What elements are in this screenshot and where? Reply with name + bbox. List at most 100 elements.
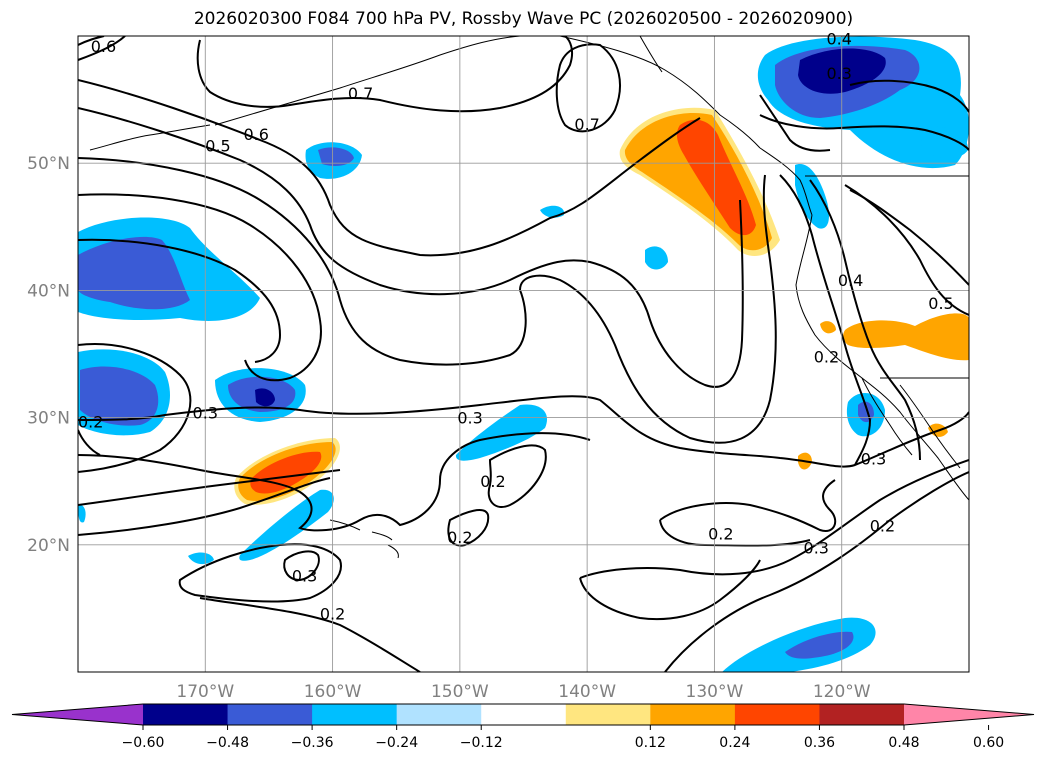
negative-anomaly-region: [255, 388, 275, 407]
lat-tick-label: 50°N: [27, 154, 70, 174]
contour-label: 0.5: [928, 294, 953, 313]
contour-line: [447, 509, 490, 547]
contour-line: [178, 543, 342, 603]
map-background: [78, 36, 969, 672]
contour-line: [78, 343, 192, 473]
contour-line: [487, 444, 547, 508]
pv-contours: [78, 36, 969, 672]
contour-label: 0.6: [243, 125, 268, 144]
coastline-aleutians: [89, 124, 211, 151]
colorbar-tick-label: 0.12: [635, 735, 666, 751]
negative-anomaly-region: [78, 504, 86, 523]
coastline-alaska-south: [639, 36, 663, 73]
contour-line: [78, 238, 282, 363]
contour-line: [78, 469, 341, 506]
colorbar-swatch: [650, 704, 736, 725]
contour-labels: 0.6 0.4 0.3 0.7 0.7 0.6 0.5 0.4 0.5 0.2 0.3 0.2 0.3 0…: [78, 30, 954, 624]
contour-label: 0.2: [708, 524, 733, 543]
contour-line: [664, 471, 969, 672]
contour-line: [78, 395, 969, 468]
contour-label: 0.2: [480, 472, 505, 491]
colorbar-tick-label: −0.36: [291, 735, 334, 751]
colorbar-tick-label: 0.48: [888, 735, 919, 751]
lon-tick-label: 170°W: [176, 682, 234, 702]
colorbar-swatch: [143, 704, 229, 725]
map-title: 2026020300 F084 700 hPa PV, Rossby Wave …: [193, 9, 854, 29]
contour-label: 0.7: [348, 84, 373, 103]
longitude-tick-labels: 170°W 160°W 150°W 140°W 130°W 120°W: [176, 682, 870, 702]
contour-line: [659, 479, 837, 532]
contour-line: [579, 559, 761, 621]
colorbar-tick-label: 0.60: [973, 735, 1004, 751]
shading-layer: [78, 36, 969, 672]
contour-line: [196, 36, 574, 113]
map-frame: [77, 35, 970, 673]
contour-line: [78, 157, 777, 444]
contour-label: 0.3: [861, 449, 886, 468]
colorbar-tick-label: −0.48: [206, 735, 249, 751]
colorbar-tick-label: 0.36: [804, 735, 835, 751]
colorbar-swatch: [734, 704, 820, 725]
contour-line: [78, 36, 105, 46]
colorbar-swatch: [565, 704, 651, 725]
negative-anomaly-region: [455, 404, 548, 461]
contour-label: 0.2: [320, 604, 345, 623]
colorbar-extend-low: [12, 704, 143, 725]
contour-line: [78, 79, 701, 257]
colorbar-tick-label: −0.24: [375, 735, 418, 751]
coastline-baja-california: [861, 377, 913, 456]
negative-anomaly-region: [239, 489, 334, 561]
lon-tick-label: 120°W: [813, 682, 871, 702]
positive-anomaly-region: [676, 119, 756, 236]
contour-label: 0.3: [826, 64, 851, 83]
contour-line: [759, 114, 969, 151]
positive-anomaly-region: [250, 451, 322, 494]
positive-anomaly-region: [820, 321, 836, 334]
negative-anomaly-region: [188, 552, 214, 565]
colorbar-swatch: [481, 704, 567, 725]
coastline-us-west: [795, 214, 969, 501]
lon-tick-label: 130°W: [686, 682, 744, 702]
gridlines: [78, 36, 969, 672]
contour-line: [78, 477, 331, 536]
negative-anomaly-region: [785, 631, 854, 659]
contour-line: [759, 94, 831, 152]
negative-anomaly-region: [795, 164, 830, 229]
coastline-gulf-california: [899, 384, 961, 469]
contour-label: 0.2: [447, 528, 472, 547]
contour-label: 0.5: [205, 136, 230, 155]
contour-line: [78, 429, 101, 456]
negative-anomaly-region: [645, 246, 668, 270]
colorbar-tick-label: 0.24: [719, 735, 750, 751]
lat-tick-label: 20°N: [27, 536, 70, 556]
colorbar-swatch: [312, 704, 398, 725]
contour-label: 0.4: [838, 271, 863, 290]
contour-label: 0.3: [804, 538, 829, 557]
lat-tick-label: 30°N: [27, 409, 70, 429]
coastline-alaska-gulf: [559, 36, 761, 149]
contour-line: [555, 43, 621, 133]
colorbar-swatch: [396, 704, 482, 725]
contour-line: [849, 79, 969, 113]
coastline-british-columbia: [759, 147, 813, 216]
negative-anomaly-region: [318, 147, 354, 166]
colorbar-extend-high: [904, 704, 1034, 725]
colorbar-tick-label: −0.60: [122, 735, 165, 751]
lon-tick-label: 150°W: [431, 682, 489, 702]
lon-tick-label: 160°W: [304, 682, 362, 702]
negative-anomaly-region: [920, 126, 968, 159]
lat-tick-label: 40°N: [27, 281, 70, 301]
contour-line: [809, 179, 921, 461]
negative-anomaly-region: [80, 366, 159, 426]
contour-label: 0.7: [574, 115, 599, 134]
negative-anomaly-region: [78, 236, 190, 310]
contour-line: [579, 459, 969, 579]
contour-label: 0.3: [193, 404, 218, 423]
contour-line: [199, 597, 421, 672]
contour-line: [78, 107, 744, 388]
contour-label: 0.4: [826, 30, 851, 49]
contour-line: [78, 193, 322, 382]
contour-label: 0.3: [457, 409, 482, 428]
contour-label: 0.6: [91, 37, 116, 56]
